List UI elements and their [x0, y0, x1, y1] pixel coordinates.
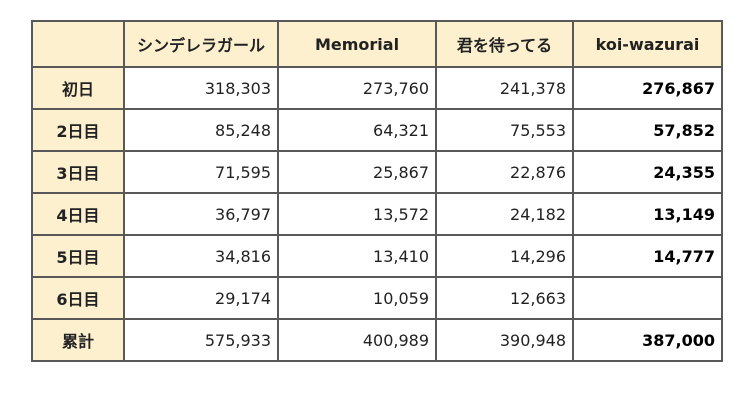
row-header: 4日目 — [31, 192, 125, 236]
table-cell: 276,867 — [572, 66, 723, 110]
table-cell: 75,553 — [435, 108, 574, 152]
table-cell: 12,663 — [435, 276, 574, 320]
total-row: 累計 575,933 400,989 390,948 387,000 — [31, 318, 723, 362]
column-header: シンデレラガール — [123, 20, 279, 68]
table-cell: 318,303 — [123, 66, 279, 110]
table-cell: 13,149 — [572, 192, 723, 236]
sales-table: シンデレラガール Memorial 君を待ってる koi-wazurai 初日 … — [31, 20, 723, 362]
table-cell: 57,852 — [572, 108, 723, 152]
header-row: シンデレラガール Memorial 君を待ってる koi-wazurai — [31, 20, 723, 68]
row-header: 初日 — [31, 66, 125, 110]
row-header: 3日目 — [31, 150, 125, 194]
table-cell: 36,797 — [123, 192, 279, 236]
table-cell: 13,410 — [277, 234, 437, 278]
table-cell: 390,948 — [435, 318, 574, 362]
column-header: 君を待ってる — [435, 20, 574, 68]
corner-cell — [31, 20, 125, 68]
table-cell: 71,595 — [123, 150, 279, 194]
column-header: Memorial — [277, 20, 437, 68]
column-header: koi-wazurai — [572, 20, 723, 68]
table-cell: 85,248 — [123, 108, 279, 152]
table-cell: 13,572 — [277, 192, 437, 236]
table-cell: 24,355 — [572, 150, 723, 194]
table-row: 3日目 71,595 25,867 22,876 24,355 — [31, 150, 723, 194]
row-header: 6日目 — [31, 276, 125, 320]
table-row: 5日目 34,816 13,410 14,296 14,777 — [31, 234, 723, 278]
row-header: 累計 — [31, 318, 125, 362]
row-header: 2日目 — [31, 108, 125, 152]
table-cell: 400,989 — [277, 318, 437, 362]
table-cell: 34,816 — [123, 234, 279, 278]
table-row: 2日目 85,248 64,321 75,553 57,852 — [31, 108, 723, 152]
table-row: 4日目 36,797 13,572 24,182 13,149 — [31, 192, 723, 236]
row-header: 5日目 — [31, 234, 125, 278]
table-cell: 24,182 — [435, 192, 574, 236]
table-cell: 10,059 — [277, 276, 437, 320]
table-cell: 14,296 — [435, 234, 574, 278]
table-cell: 64,321 — [277, 108, 437, 152]
table-cell: 575,933 — [123, 318, 279, 362]
table-row: 初日 318,303 273,760 241,378 276,867 — [31, 66, 723, 110]
table-cell: 25,867 — [277, 150, 437, 194]
table-cell: 14,777 — [572, 234, 723, 278]
table-cell: 241,378 — [435, 66, 574, 110]
table-cell: 29,174 — [123, 276, 279, 320]
table-cell: 387,000 — [572, 318, 723, 362]
table-cell: 22,876 — [435, 150, 574, 194]
table-cell — [572, 276, 723, 320]
table-cell: 273,760 — [277, 66, 437, 110]
table-row: 6日目 29,174 10,059 12,663 — [31, 276, 723, 320]
